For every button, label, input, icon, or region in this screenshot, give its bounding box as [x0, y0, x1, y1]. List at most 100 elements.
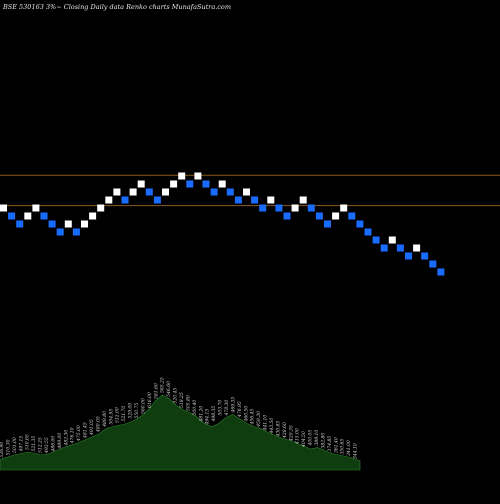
renko-brick-down [315, 212, 323, 220]
renko-brick-down [40, 212, 48, 220]
volume-price-label: 475.00 [76, 425, 82, 442]
renko-brick-up [243, 188, 250, 196]
volume-price-label: 361.40 [333, 437, 339, 453]
volume-price-label: 441.10 [263, 415, 269, 432]
volume-price-label: 476.10 [70, 427, 76, 444]
volume-price-label: 489.00 [57, 433, 63, 450]
volume-price-label: 505.80 [185, 395, 191, 411]
renko-brick-down [251, 196, 259, 204]
volume-price-label: 443.50 [269, 418, 275, 435]
volume-price-label: 493.55 [44, 437, 50, 454]
volume-price-label: 491.05 [89, 419, 95, 436]
renko-brick-down [145, 188, 153, 196]
volume-price-label: 344.10 [353, 443, 359, 459]
renko-brick-up [97, 204, 105, 212]
renko-brick-down [275, 204, 283, 212]
volume-price-label: 521.70 [121, 406, 127, 422]
renko-brick-down [324, 220, 331, 228]
volume-price-label: 494.15 [205, 409, 211, 426]
renko-brick-up [113, 188, 121, 196]
renko-brick-down [364, 228, 372, 236]
volume-price-label: 512.00 [115, 407, 121, 423]
renko-brick-down [348, 212, 356, 220]
volume-price-label: 510.65 [25, 434, 31, 450]
renko-brick-down [56, 228, 64, 236]
renko-brick-up [267, 196, 275, 204]
volume-price-label: 529.00 [128, 403, 134, 419]
renko-brick-up [89, 212, 97, 220]
renko-brick-up [105, 196, 113, 204]
renko-brick-down [421, 252, 429, 260]
volume-price-label: 374.85 [327, 436, 333, 452]
renko-brick-up [332, 212, 340, 220]
renko-brick-down [429, 260, 437, 268]
volume-price-label: 486.00 [50, 436, 56, 453]
renko-brick-up [388, 236, 396, 244]
volume-price-label: 504.95 [108, 409, 114, 425]
renko-brick-down [210, 188, 218, 196]
volume-area [0, 394, 361, 471]
volume-price-label: 518.25 [179, 392, 185, 408]
volume-price-label: 459.30 [256, 411, 262, 428]
renko-brick-up [32, 204, 40, 212]
volume-price-label: 404.50 [301, 431, 307, 448]
volume-price-label: 512.25 [38, 437, 44, 453]
renko-brick-up [218, 180, 226, 188]
volume-price-label: 497.15 [18, 436, 24, 453]
renko-brick-up [24, 212, 32, 220]
renko-brick-up [170, 180, 178, 188]
volume-price-label: 489.80 [102, 411, 108, 428]
volume-price-label: 546.60 [166, 381, 172, 397]
renko-brick-up [137, 180, 145, 188]
volume-price-label: 382.80 [320, 433, 326, 449]
renko-brick-down [121, 196, 129, 204]
renko-brick-down [372, 236, 380, 244]
volume-price-label: 503.70 [218, 400, 224, 416]
volume-price-label: 616.00 [147, 392, 153, 408]
volume-price-label: 476.95 [237, 401, 243, 418]
volume-price-label: 500.40 [192, 400, 198, 416]
renko-brick-up [413, 244, 421, 252]
renko-brick-down [234, 196, 242, 204]
renko-brick-up [340, 204, 348, 212]
renko-brick-down [16, 220, 24, 228]
volume-price-label: 481.20 [198, 406, 204, 423]
renko-brick-down [307, 204, 315, 212]
renko-brick-down [437, 268, 445, 276]
renko-brick-up [129, 188, 137, 196]
volume-price-label: 501.00 [12, 437, 18, 453]
renko-brick-down [8, 212, 16, 220]
volume-price-label: 469.35 [230, 397, 236, 414]
renko-brick-down [283, 212, 291, 220]
renko-brick-down [202, 180, 210, 188]
renko-brick-down [259, 204, 267, 212]
renko-brick-up [194, 172, 202, 180]
volume-price-label: 350.65 [340, 439, 346, 455]
volume-price-label: 565.25 [160, 377, 166, 393]
renko-brick-up [81, 220, 88, 228]
volume-price-label: 526.90 [0, 442, 5, 458]
renko-brick-down [356, 220, 364, 228]
renko-brick-down [405, 252, 412, 260]
volume-price-label: 560.00 [140, 398, 146, 414]
renko-brick-down [153, 196, 161, 204]
renko-brick-down [72, 228, 80, 236]
volume-price-label: 460.50 [243, 406, 249, 423]
volume-price-label: 420.35 [288, 425, 294, 442]
renko-brick-down [186, 180, 194, 188]
volume-price-label: 581.60 [153, 383, 159, 399]
volume-price-label: 389.10 [314, 430, 320, 446]
renko-brick-up [291, 204, 299, 212]
volume-price-label: 430.85 [275, 421, 281, 438]
volume-price-label: 480.05 [95, 416, 101, 433]
volume-price-label: 456.45 [250, 409, 256, 426]
chart-title: BSE 530163 3%~ Closing Daily data Renko … [3, 3, 231, 11]
volume-price-label: 478.30 [224, 400, 230, 417]
volume-price-label: 510.30 [5, 439, 11, 455]
volume-price-label: 521.35 [31, 436, 37, 452]
renko-brick-up [299, 196, 307, 204]
volume-price-label: 428.60 [282, 422, 288, 439]
renko-brick-down [396, 244, 404, 252]
